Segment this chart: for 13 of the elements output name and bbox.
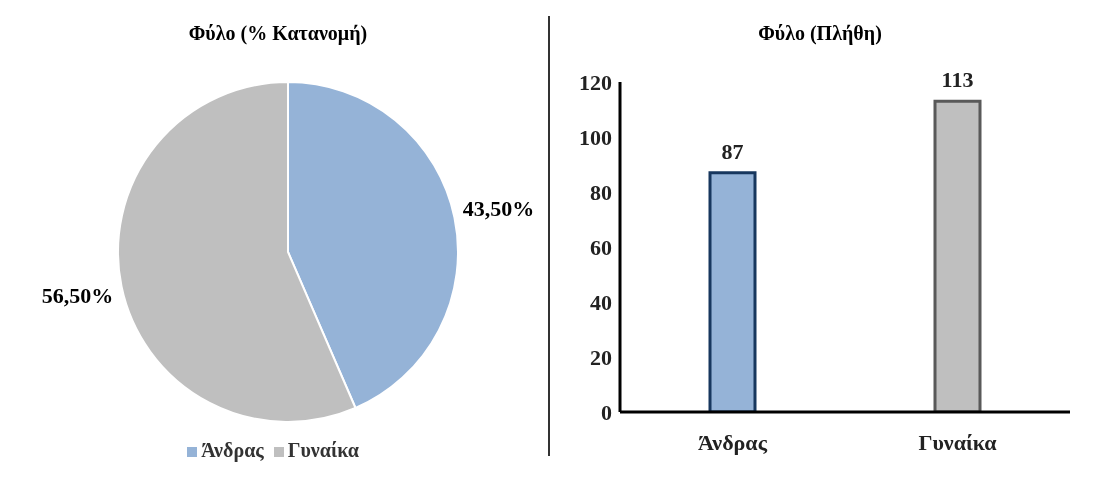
- data-label: 87: [721, 138, 744, 164]
- y-tick-label: 60: [590, 234, 612, 260]
- data-label: 113: [941, 67, 974, 93]
- y-tick-label: 100: [579, 124, 612, 150]
- data-label: 56,50%: [41, 283, 114, 309]
- y-tick-label: 20: [590, 344, 612, 370]
- chart-title: Φύλο (Πλήθη): [757, 21, 883, 47]
- y-tick-label: 0: [601, 399, 612, 425]
- y-tick-label: 80: [590, 179, 612, 205]
- data-label: 43,50%: [462, 195, 535, 221]
- y-tick-label: 120: [579, 69, 612, 95]
- y-tick-label: 40: [590, 289, 612, 315]
- chart-title: Φύλο (% Κατανομή): [187, 21, 369, 47]
